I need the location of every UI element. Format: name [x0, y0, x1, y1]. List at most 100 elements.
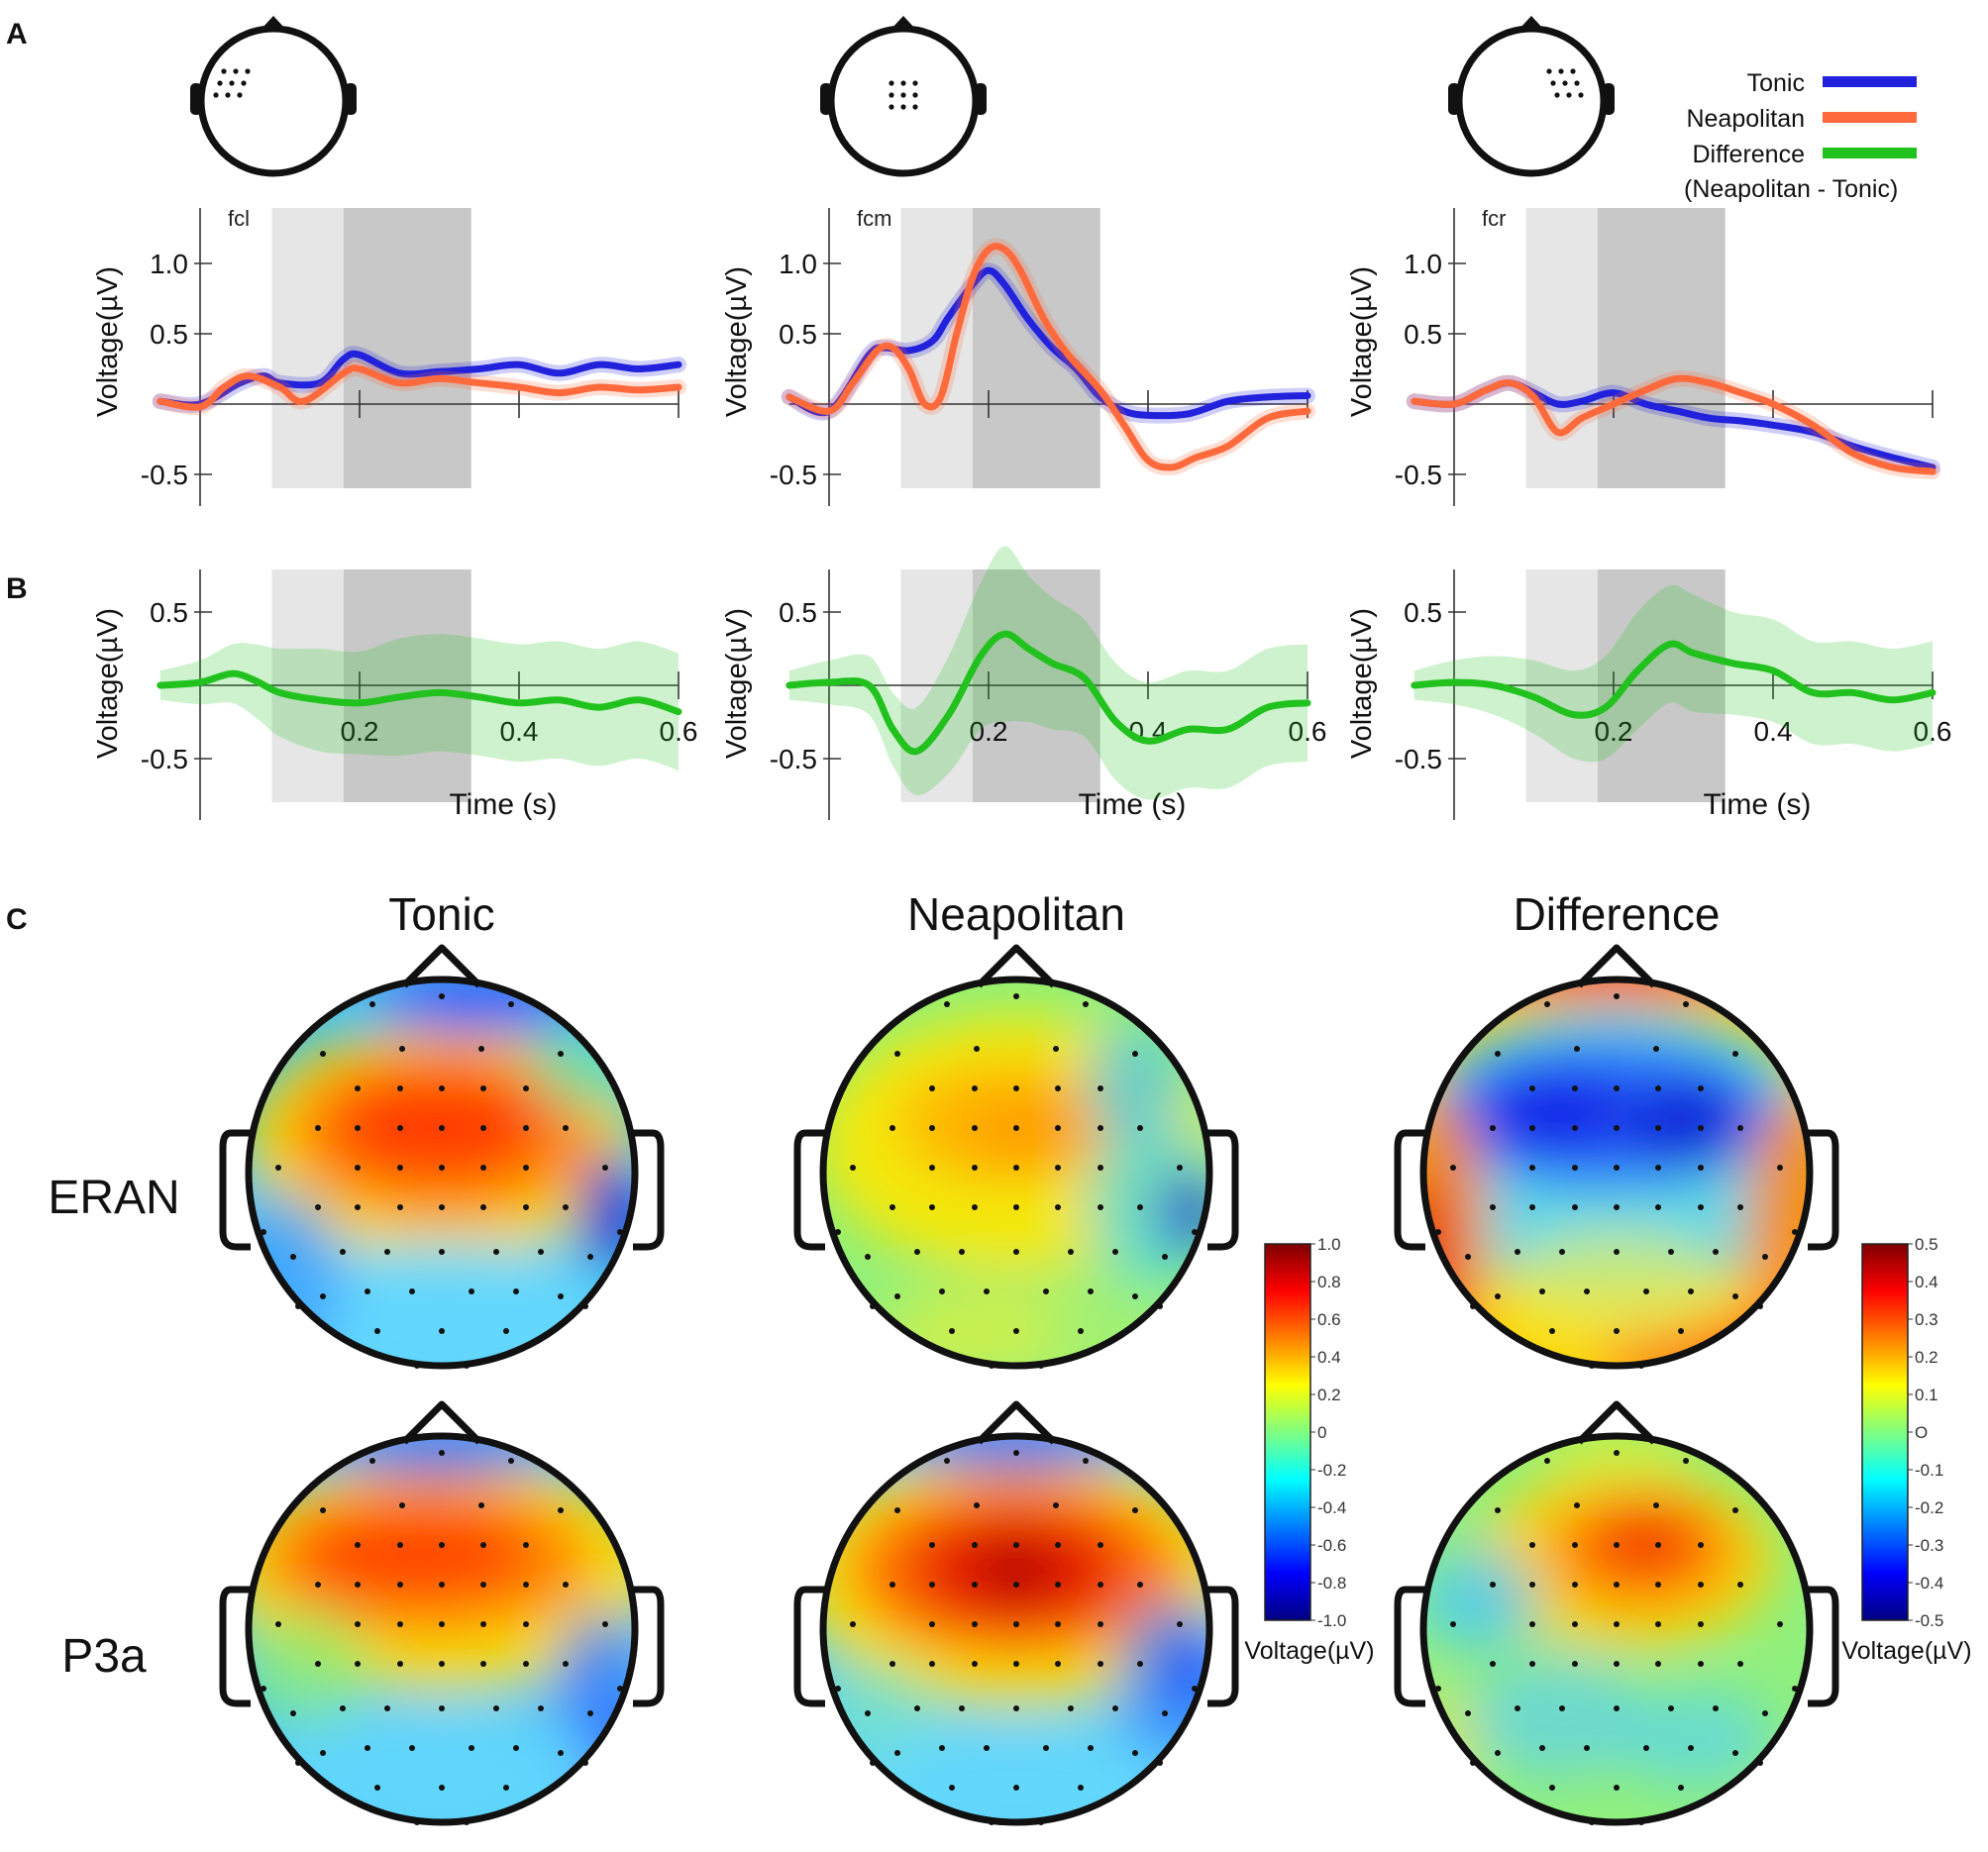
electrode-dot	[225, 92, 231, 98]
electrode-dot	[1550, 80, 1556, 86]
colorbar-tick-label: 0.2	[1317, 1386, 1341, 1404]
electrode-dot	[1157, 1760, 1163, 1766]
colorbar-tick-label: 0.3	[1915, 1310, 1938, 1329]
electrode-dot	[989, 1819, 994, 1825]
electrode-dot	[1055, 1204, 1061, 1210]
window-late	[1597, 208, 1726, 488]
electrode-dot	[439, 1705, 445, 1711]
electrode-dot	[1572, 1125, 1578, 1131]
legend-difference-swatch	[1823, 148, 1917, 158]
head-outline	[1455, 25, 1608, 177]
electrode-dot	[1177, 1165, 1183, 1171]
y-tick-label: -0.5	[1395, 460, 1442, 490]
electrode-dot	[1490, 1582, 1496, 1588]
colorbar-main-unit: Voltage(µV)	[1244, 1637, 1374, 1665]
electrode-dot	[984, 1288, 990, 1294]
electrode-dot	[563, 1582, 569, 1588]
plot-b-fcr: 0.5 -0.5 0.2 0.4 0.6 Time (s) Voltage(µV)	[1346, 569, 1951, 821]
electrode-dot	[1554, 92, 1560, 98]
electrode-dot	[1737, 1125, 1743, 1131]
electrode-dots	[261, 993, 623, 1369]
electrode-dot	[1558, 68, 1564, 74]
electrode-dot	[558, 1293, 564, 1299]
y-axis-label: Voltage(µV)	[92, 608, 124, 759]
electrode-dot	[315, 1582, 321, 1588]
x-axis-label: Time (s)	[1078, 788, 1186, 821]
colorbar-tick-label: 0	[1317, 1423, 1326, 1442]
electrode-dot	[261, 1229, 266, 1235]
electrode-dot	[439, 1542, 445, 1548]
electrode-dot	[397, 1582, 403, 1588]
electrode-dot	[1137, 1582, 1143, 1588]
electrode-dot	[1132, 1293, 1138, 1299]
electrode-dot	[365, 1745, 370, 1751]
electrode-dot	[1162, 1254, 1168, 1260]
electrode-dot	[1013, 1328, 1019, 1334]
electrode-dot	[397, 1125, 403, 1131]
electrode-dot	[397, 1085, 403, 1091]
topomap-field	[1423, 979, 1810, 1366]
electrode-dot	[355, 1204, 361, 1210]
electrode-dot	[397, 1165, 403, 1171]
colorbar-tick-label: -0.6	[1317, 1536, 1346, 1555]
electrode-dot	[870, 1760, 876, 1766]
electrode-dot	[397, 1621, 403, 1627]
nose-icon	[401, 944, 482, 988]
electrode-dot	[229, 80, 235, 86]
electrode-dot	[439, 1125, 445, 1131]
electrode-dot	[959, 1705, 965, 1711]
electrode-dot	[929, 1621, 935, 1627]
y-axis-label: Voltage(µV)	[721, 608, 753, 759]
topomap-field	[249, 979, 635, 1366]
topomap-blobs	[823, 1436, 1209, 1822]
electrode-dot	[275, 1165, 281, 1171]
topomap-field	[249, 1436, 635, 1822]
electrode-dot	[439, 1661, 445, 1667]
electrode-dot	[1737, 1582, 1743, 1588]
electrode-dot	[1655, 1204, 1661, 1210]
confidence-band-difference	[1413, 584, 1933, 763]
electrode-dot	[1490, 1204, 1496, 1210]
electrode-dot	[397, 1204, 403, 1210]
electrode-dot	[1495, 1293, 1501, 1299]
electrode-dot	[1732, 1507, 1738, 1513]
electrode-dot	[972, 1085, 978, 1091]
electrode-dot	[513, 1745, 519, 1751]
electrode-dot	[320, 1051, 326, 1057]
electrode-dot	[582, 1760, 588, 1766]
electrode-dot	[972, 1542, 978, 1548]
x-tick-label: 0.6	[660, 716, 698, 747]
electrode-dot	[1574, 80, 1580, 86]
region-label-fcr: fcr	[1482, 206, 1506, 231]
electrode-dot	[315, 1661, 321, 1667]
x-tick-label: 0.2	[970, 716, 1008, 747]
electrode-dot	[355, 1582, 361, 1588]
electrode-dot	[894, 1051, 900, 1057]
colorbar-main-gradient	[1264, 1243, 1311, 1621]
electrode-dot	[1737, 1204, 1743, 1210]
legend-neapolitan-swatch	[1823, 112, 1917, 123]
colorbar-tick-label: 0.4	[1317, 1348, 1341, 1367]
colorbar-tick-label: 0.1	[1915, 1386, 1938, 1404]
topomap-field	[823, 979, 1209, 1366]
electrode-dot	[1614, 1204, 1620, 1210]
electrode-dot	[369, 1458, 375, 1464]
y-tick-label: 0.5	[779, 597, 817, 628]
electrode-dot	[949, 1328, 955, 1334]
electrode-dot	[1137, 1204, 1143, 1210]
y-tick-label: -0.5	[141, 460, 188, 490]
left-ear-icon	[1394, 1129, 1425, 1251]
y-tick-label: -0.5	[1395, 744, 1442, 774]
electrode-dot	[464, 1819, 470, 1825]
legend: Tonic Neapolitan Difference (Neapolitan …	[1684, 69, 1917, 203]
electrode-dot	[1655, 1125, 1661, 1131]
electrode-dot	[464, 1363, 470, 1369]
electrode-dot	[478, 1046, 484, 1052]
electrode-dot	[617, 1229, 623, 1235]
electrode-dot	[1162, 1710, 1168, 1716]
electrode-dot	[1614, 1165, 1620, 1171]
electrode-dot	[1470, 1303, 1476, 1309]
electrode-dot	[480, 1621, 486, 1627]
colorbar-tick-label: -0.2	[1317, 1461, 1346, 1480]
electrode-dot	[1495, 1750, 1501, 1756]
